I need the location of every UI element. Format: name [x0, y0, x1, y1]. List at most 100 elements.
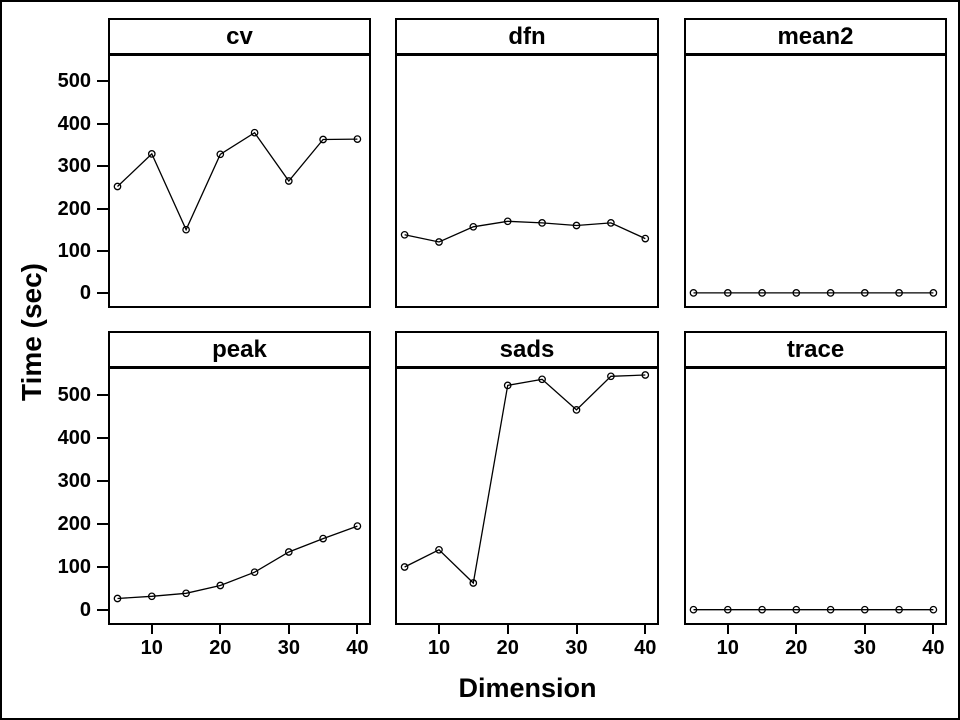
panel-cv: cv	[108, 18, 371, 308]
panel-mean2: mean2	[684, 18, 947, 308]
data-point-marker	[689, 605, 698, 614]
panel-strip: sads	[397, 333, 657, 369]
data-point-marker	[860, 605, 869, 614]
data-point-marker	[826, 289, 835, 297]
x-tick-mark	[287, 625, 290, 634]
data-point-marker	[641, 371, 650, 379]
data-point-marker	[929, 605, 938, 614]
data-point-marker	[826, 605, 835, 614]
x-tick-label: 40	[634, 637, 657, 659]
x-tick-label: 10	[427, 637, 451, 659]
panel-strip: peak	[110, 333, 369, 369]
x-tick-label: 20	[209, 637, 232, 659]
data-point-marker	[400, 230, 409, 239]
data-point-marker	[572, 406, 581, 414]
panel-title: sads	[499, 335, 555, 363]
data-point-marker	[503, 217, 512, 226]
x-tick-mark	[356, 625, 359, 634]
y-tick-mark	[97, 207, 108, 210]
x-tick-label: 20	[496, 637, 519, 659]
y-tick-label: 200	[57, 512, 91, 535]
data-point-marker	[250, 568, 259, 577]
x-tick-mark	[644, 625, 647, 634]
panel-peak: peak	[108, 331, 371, 625]
x-tick-label: 10	[140, 637, 163, 659]
data-line	[117, 525, 358, 600]
data-point-marker	[689, 289, 698, 297]
y-tick-label: 100	[57, 556, 91, 579]
data-point-marker	[216, 150, 225, 159]
data-point-marker	[792, 605, 801, 614]
x-tick-mark	[795, 625, 798, 634]
y-tick-mark	[97, 479, 108, 482]
panel-trace: trace	[684, 331, 947, 625]
panel-plot-cv	[113, 128, 362, 234]
data-point-marker	[400, 563, 409, 571]
data-point-marker	[113, 594, 122, 603]
panel-plot-dfn	[400, 217, 650, 246]
panel-dfn: dfn	[395, 18, 659, 308]
x-tick-mark	[219, 625, 222, 634]
panel-title: mean2	[777, 22, 854, 50]
data-point-marker	[538, 219, 546, 227]
panel-title: peak	[212, 335, 267, 363]
data-point-marker	[723, 289, 732, 297]
y-tick-mark	[97, 122, 108, 125]
y-tick-mark	[97, 522, 108, 525]
data-point-marker	[503, 381, 512, 390]
y-tick-mark	[97, 292, 108, 295]
data-point-marker	[250, 128, 259, 137]
y-tick-label: 300	[57, 155, 91, 178]
data-point-marker	[435, 545, 443, 554]
x-tick-mark	[726, 625, 729, 634]
data-line	[404, 220, 646, 243]
data-point-marker	[353, 522, 362, 530]
panel-plot-peak	[113, 522, 362, 603]
y-tick-mark	[97, 165, 108, 168]
x-tick-mark	[150, 625, 153, 634]
panel-strip: cv	[110, 20, 369, 56]
panel-plot-mean2	[689, 289, 938, 297]
panel-strip: dfn	[397, 20, 657, 56]
x-tick-label: 40	[922, 637, 945, 659]
y-tick-label: 100	[57, 239, 91, 262]
y-tick-label: 300	[57, 469, 91, 492]
panel-title: trace	[786, 335, 845, 363]
data-point-marker	[319, 534, 327, 543]
y-tick-label: 200	[57, 197, 91, 220]
y-tick-mark	[97, 566, 108, 569]
panel-strip: trace	[686, 333, 945, 369]
data-point-marker	[353, 135, 362, 143]
data-point-marker	[538, 375, 546, 384]
y-tick-label: 0	[79, 282, 91, 305]
y-tick-label: 500	[57, 383, 91, 406]
panel-title: dfn	[508, 22, 546, 50]
data-line	[117, 131, 358, 232]
x-axis-title: Dimension	[458, 673, 597, 703]
data-point-marker	[758, 289, 766, 297]
y-tick-mark	[97, 609, 108, 612]
data-point-marker	[182, 589, 190, 598]
data-point-marker	[758, 605, 766, 614]
data-point-marker	[860, 289, 869, 297]
x-tick-label: 40	[346, 637, 369, 659]
x-tick-label: 30	[565, 637, 588, 659]
data-point-marker	[792, 289, 801, 297]
data-point-marker	[147, 592, 156, 601]
data-point-marker	[895, 605, 903, 614]
data-point-marker	[607, 372, 615, 381]
x-tick-mark	[575, 625, 578, 634]
data-point-marker	[929, 289, 938, 297]
panel-title: cv	[226, 22, 253, 50]
y-tick-mark	[97, 436, 108, 439]
data-point-marker	[469, 579, 478, 587]
data-point-marker	[572, 221, 581, 230]
data-point-marker	[113, 182, 122, 191]
data-point-marker	[641, 234, 650, 243]
x-tick-mark	[437, 625, 440, 634]
data-line	[404, 374, 646, 585]
panel-strip: mean2	[686, 20, 945, 56]
data-point-marker	[435, 238, 443, 246]
x-tick-mark	[932, 625, 935, 634]
